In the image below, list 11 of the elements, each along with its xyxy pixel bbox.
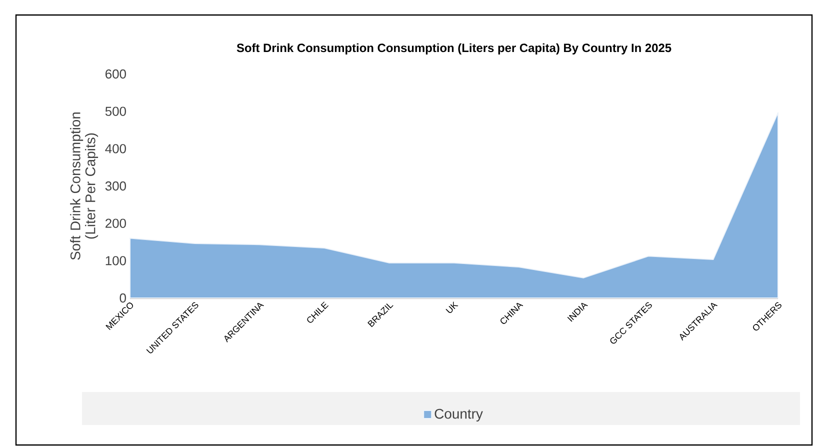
y-tick-label: 500 <box>105 106 126 116</box>
y-tick-label: 400 <box>105 144 126 154</box>
y-tick-label: 0 <box>120 293 126 303</box>
y-tick-label: 600 <box>106 69 126 79</box>
y-tick-label: 100 <box>106 256 126 266</box>
y-tick-label: 200 <box>106 218 126 228</box>
chart-title: Soft Drink Consumption Consumption (Liters per Capita) By Country In 2025 <box>236 43 672 54</box>
x-tick-label: UK <box>446 301 458 313</box>
y-tick-label: 300 <box>105 181 126 191</box>
legend-label: Country <box>434 408 483 422</box>
y-axis-title: Soft Drink Consumption (Liter Per Capits) <box>70 112 98 260</box>
